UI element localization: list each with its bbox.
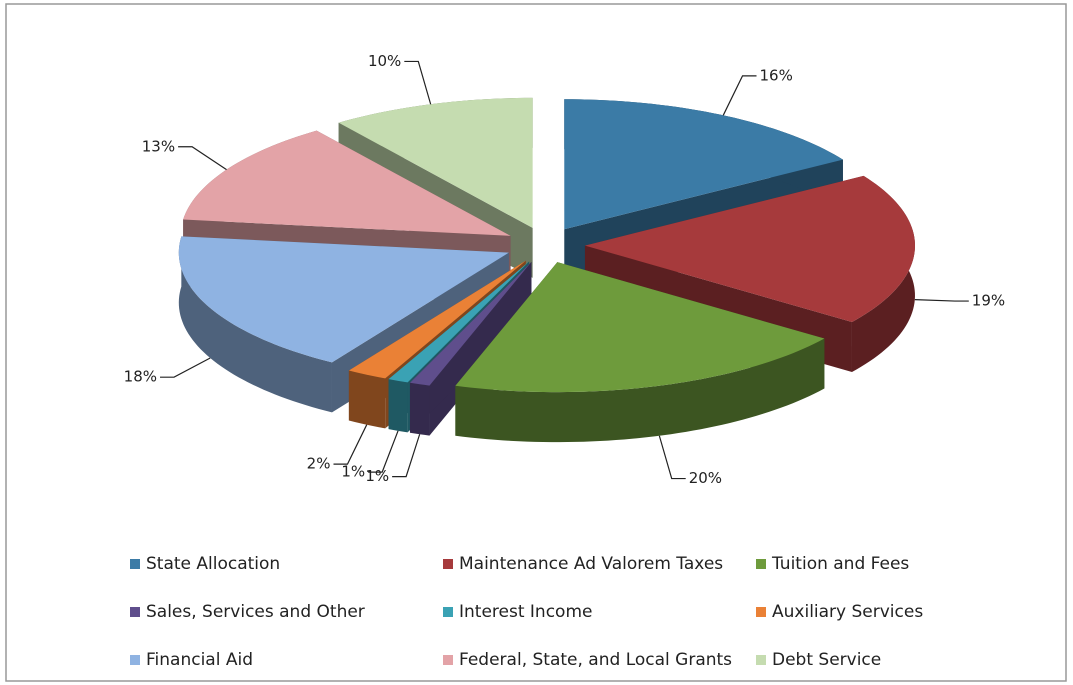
legend-label: State Allocation (146, 554, 280, 574)
legend-label: Tuition and Fees (771, 554, 909, 574)
slice (183, 130, 511, 236)
legend-swatch (756, 607, 766, 617)
slice-side (409, 261, 532, 433)
legend-swatch (130, 559, 140, 569)
leader-line (368, 430, 399, 473)
legend: State Allocation Maintenance Ad Valorem T… (130, 554, 923, 670)
legend-swatch (443, 607, 453, 617)
legend-label: Sales, Services and Other (146, 602, 365, 622)
leader-line (160, 357, 211, 378)
data-label: 1% (365, 467, 389, 485)
slice-side (388, 379, 408, 433)
slice (584, 175, 915, 322)
legend-swatch (756, 559, 766, 569)
pie: 16% 19% 20% 1%1% 2% 18% 13% 10% (124, 52, 1005, 487)
data-label: 18% (124, 368, 157, 386)
slice-side (348, 370, 386, 429)
data-label: 20% (689, 469, 722, 487)
data-label: 13% (142, 137, 175, 155)
legend-label: Debt Service (772, 650, 881, 670)
slice (348, 260, 526, 379)
legend-swatch (443, 559, 453, 569)
data-label: 1% (341, 463, 365, 481)
leader-line (392, 434, 421, 478)
legend-label: Financial Aid (146, 650, 253, 670)
data-label: 2% (307, 455, 331, 473)
legend-swatch (443, 655, 453, 665)
slice-side (455, 338, 825, 443)
legend-label: Maintenance Ad Valorem Taxes (459, 554, 723, 574)
slice-side (178, 236, 332, 413)
leader-line (404, 60, 432, 105)
legend-label: Auxiliary Services (772, 602, 923, 622)
slice (338, 97, 533, 228)
data-label: 10% (368, 52, 401, 70)
data-label: 16% (760, 66, 793, 84)
slice (409, 261, 532, 386)
leader-line (722, 75, 757, 116)
data-label: 19% (972, 292, 1005, 310)
legend-swatch (130, 607, 140, 617)
leader-line (914, 299, 969, 302)
slice (388, 261, 530, 383)
slice-side (409, 382, 430, 436)
leader-line (658, 435, 686, 480)
legend-label: Interest Income (459, 602, 592, 622)
legend-swatch (756, 655, 766, 665)
legend-label: Federal, State, and Local Grants (459, 650, 732, 670)
leader-line (178, 146, 227, 171)
leader-line (333, 424, 368, 465)
slice (178, 236, 509, 363)
legend-swatch (130, 655, 140, 665)
slice (455, 262, 825, 393)
slice (564, 99, 843, 230)
